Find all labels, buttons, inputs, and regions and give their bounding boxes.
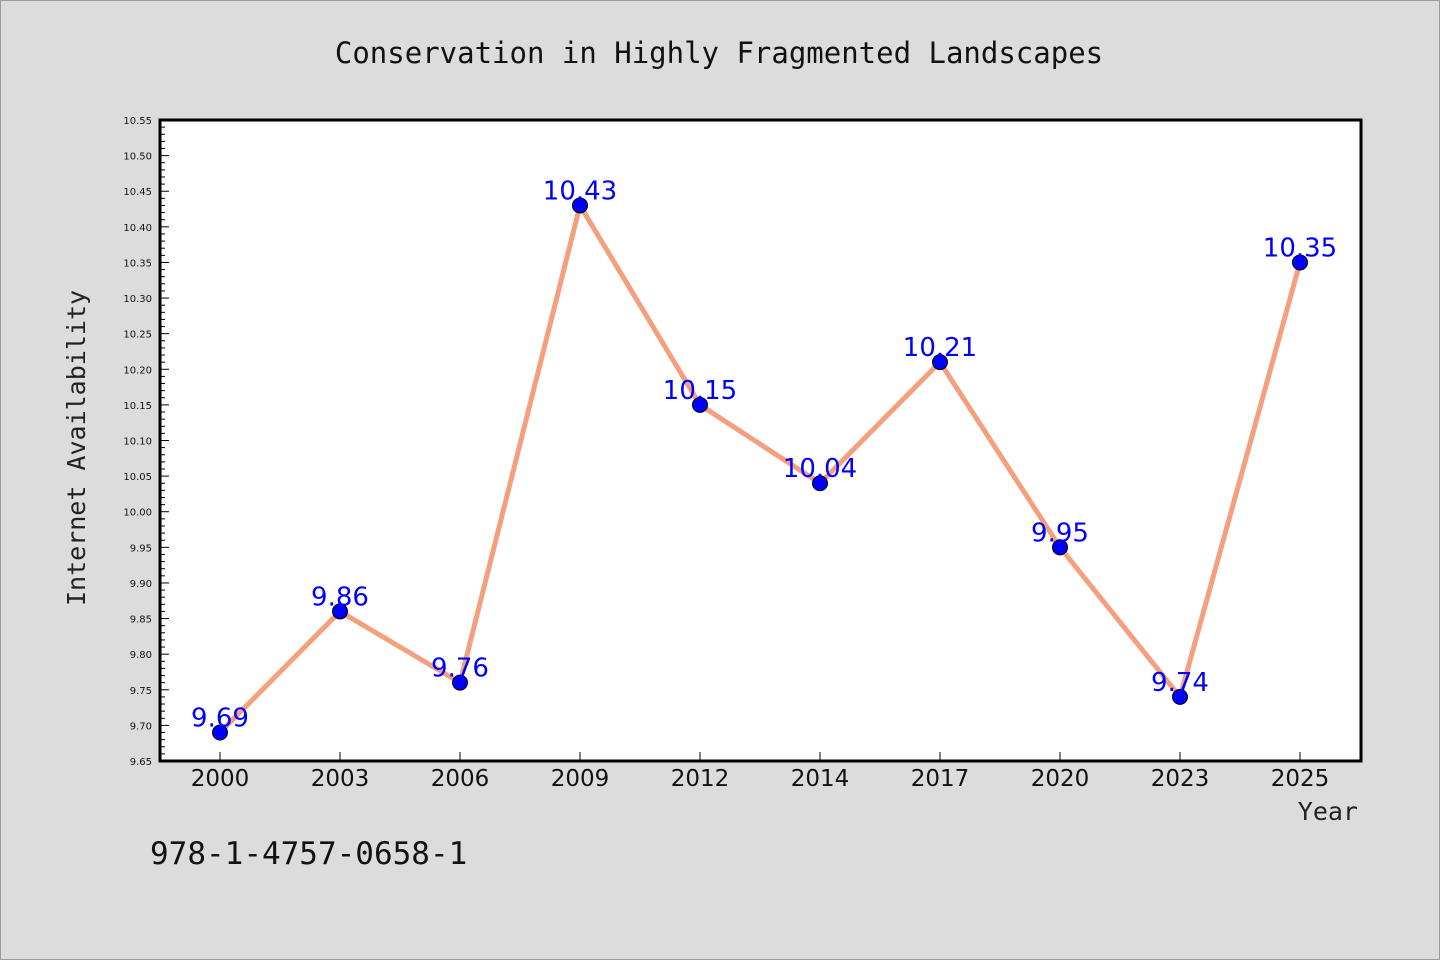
chart-title: Conservation in Highly Fragmented Landsc… bbox=[335, 36, 1103, 70]
plot-area bbox=[158, 118, 1363, 763]
x-tick-label: 2003 bbox=[311, 766, 370, 792]
x-tick-label: 2023 bbox=[1151, 766, 1210, 792]
data-point bbox=[332, 603, 348, 620]
y-tick-label: 9.65 bbox=[130, 757, 152, 768]
y-axis: 9.65 9.70 9.75 9.80 9.85 9.90 9.95 10.00 10.05 10… bbox=[123, 116, 169, 768]
data-label: 10.43 bbox=[543, 176, 617, 206]
data-point bbox=[452, 674, 468, 691]
data-label: 9.76 bbox=[431, 654, 489, 684]
y-tick-label: 10.30 bbox=[123, 294, 152, 305]
data-label: 9.69 bbox=[191, 704, 249, 734]
data-label: 10.15 bbox=[663, 376, 737, 406]
x-tick-label: 2012 bbox=[671, 766, 730, 792]
x-tick-label: 2020 bbox=[1031, 766, 1090, 792]
data-label: 9.74 bbox=[1151, 668, 1209, 698]
y-tick-label: 10.20 bbox=[123, 365, 152, 376]
x-axis: 2000 2003 2006 2009 2012 2014 2017 2020 2023 2025 bbox=[191, 752, 1330, 792]
data-point bbox=[932, 354, 948, 371]
data-label: 9.95 bbox=[1031, 518, 1089, 548]
y-tick-label: 9.75 bbox=[130, 686, 152, 697]
x-tick-label: 2009 bbox=[551, 766, 610, 792]
x-tick-label: 2025 bbox=[1271, 766, 1330, 792]
y-tick-label: 10.25 bbox=[123, 330, 152, 341]
data-label: 10.21 bbox=[903, 333, 977, 363]
data-point bbox=[572, 197, 588, 214]
y-tick-label: 10.10 bbox=[123, 437, 152, 448]
y-tick-label: 10.15 bbox=[123, 401, 152, 412]
x-axis-label: Year bbox=[1298, 797, 1358, 826]
data-point bbox=[812, 475, 828, 492]
data-label: 9.86 bbox=[311, 582, 369, 612]
y-tick-label: 10.35 bbox=[123, 258, 152, 269]
y-tick-label: 10.45 bbox=[123, 187, 152, 198]
y-tick-label: 10.00 bbox=[123, 508, 152, 519]
data-point bbox=[1292, 254, 1308, 271]
data-label: 10.35 bbox=[1263, 233, 1337, 263]
data-point bbox=[212, 724, 228, 741]
y-tick-label: 10.50 bbox=[123, 152, 152, 163]
y-tick-label: 10.05 bbox=[123, 472, 152, 483]
series-1: 9.69 9.86 9.76 10.43 10.15 10.04 10.21 9.95 9.74… bbox=[191, 176, 1337, 741]
y-tick-label: 9.95 bbox=[130, 543, 152, 554]
series-line bbox=[217, 202, 1303, 736]
y-tick-label: 9.90 bbox=[130, 579, 152, 590]
data-point bbox=[692, 396, 708, 413]
y-tick-label: 9.70 bbox=[130, 721, 152, 732]
isbn-text: 978-1-4757-0658-1 bbox=[150, 836, 467, 872]
y-tick-label: 9.80 bbox=[130, 650, 152, 661]
x-tick-label: 2017 bbox=[911, 766, 970, 792]
data-point bbox=[1172, 688, 1188, 705]
y-axis-label: Internet Availability bbox=[62, 290, 91, 606]
data-label: 10.04 bbox=[783, 454, 857, 484]
x-tick-label: 2014 bbox=[791, 766, 850, 792]
y-tick-label: 10.55 bbox=[123, 116, 152, 127]
y-tick-label: 10.40 bbox=[123, 223, 152, 234]
y-tick-label: 9.85 bbox=[130, 615, 152, 626]
data-point bbox=[1052, 539, 1068, 556]
x-tick-label: 2000 bbox=[191, 766, 250, 792]
x-tick-label: 2006 bbox=[431, 766, 490, 792]
